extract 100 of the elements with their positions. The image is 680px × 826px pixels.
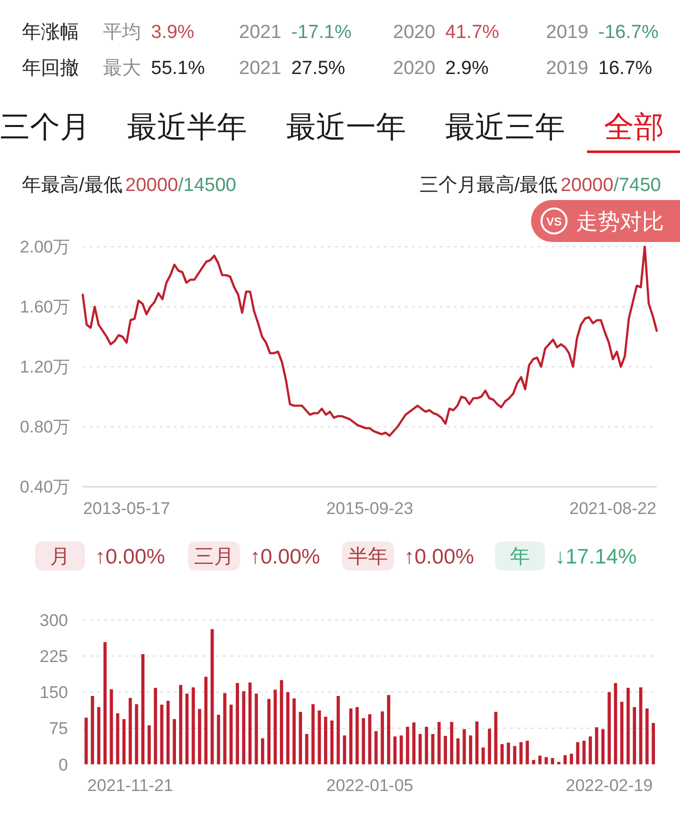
bar (103, 642, 107, 764)
data-label: 16.7% (598, 58, 652, 79)
category-label: 最近三年 (445, 111, 565, 144)
text: 年最高/最低 (22, 174, 122, 196)
bar (204, 676, 208, 764)
bar (482, 747, 485, 764)
bar (595, 727, 598, 764)
bar (488, 728, 492, 764)
x-tick-label: 2021-11-21 (87, 776, 174, 795)
y-tick-label: 75 (49, 719, 68, 738)
text: 年回撤 (22, 58, 79, 79)
bar (652, 722, 655, 764)
bar (500, 744, 504, 764)
bar (550, 758, 554, 764)
bar (84, 718, 88, 764)
bar (160, 704, 164, 764)
bar (166, 700, 170, 764)
bar (614, 683, 618, 764)
bar (645, 708, 649, 764)
y-tick-label: 0.40万 (20, 478, 70, 497)
bar (254, 694, 258, 764)
button-trend-compare: VS 走势对比 (531, 200, 680, 242)
bar (506, 742, 510, 764)
bar (400, 735, 403, 764)
icon-vs: VS (540, 208, 568, 234)
bar (330, 720, 334, 764)
bar (462, 729, 466, 764)
bar (141, 654, 144, 764)
data-label: 55.1% (151, 58, 205, 79)
bar (154, 688, 158, 764)
bar (292, 698, 296, 764)
data-label: 27.5% (291, 58, 346, 79)
bar (148, 725, 151, 764)
bar (620, 702, 624, 764)
category-label: 最大 (103, 58, 141, 79)
category-label: 年 (510, 546, 530, 568)
category-label: 半年 (348, 546, 388, 568)
bar (280, 680, 284, 764)
bar (336, 696, 340, 764)
bar (437, 722, 441, 764)
category-label: 最近半年 (127, 111, 247, 144)
bar (248, 682, 252, 764)
bar (538, 756, 542, 764)
bar (526, 740, 529, 764)
bar (349, 708, 352, 764)
x-tick-label: 2021-08-22 (569, 499, 656, 518)
category-label: 三个月 (0, 111, 90, 144)
bar (90, 696, 94, 764)
bar (368, 714, 372, 764)
bar (356, 707, 359, 764)
y-tick-label: 0 (58, 755, 68, 774)
bar (274, 690, 277, 764)
data-label: 20000 (125, 175, 178, 196)
bar (475, 721, 478, 764)
bar (406, 726, 410, 764)
y-tick-label: 1.60万 (20, 298, 70, 317)
bar (431, 734, 434, 764)
bar (362, 718, 366, 764)
bar (236, 683, 240, 764)
bar (172, 719, 176, 764)
x-tick-label: 2013-05-17 (83, 499, 170, 518)
bar (242, 691, 246, 764)
bar (639, 687, 642, 764)
data-label: ↑0.00% (250, 546, 320, 568)
bar (311, 704, 315, 764)
bar (210, 629, 214, 764)
category-label: 全部 (604, 111, 664, 144)
data-label: /14500 (178, 175, 236, 196)
y-tick-label: 300 (40, 611, 68, 630)
bar (513, 746, 516, 764)
bar (601, 729, 605, 764)
bar (318, 710, 321, 764)
bar (342, 735, 346, 764)
data-label: ↑0.00% (95, 546, 166, 568)
bar (223, 693, 226, 764)
x-tick-label: 2022-02-19 (566, 776, 653, 795)
category-label: 2020 (393, 58, 436, 79)
bar (456, 738, 460, 764)
bar (544, 757, 548, 764)
bar (608, 692, 611, 764)
line-series (82, 246, 658, 437)
x-tick-label: 2022-01-05 (326, 776, 414, 795)
category-label: 2019 (546, 58, 588, 79)
bar (444, 736, 447, 764)
data-label: ↓17.14% (555, 546, 637, 568)
category-label: 三月 (194, 546, 234, 568)
bar (519, 742, 523, 764)
bar (230, 704, 233, 764)
y-tick-label: 1.20万 (20, 358, 70, 377)
bar (134, 704, 138, 764)
bar (97, 707, 100, 764)
bar (387, 695, 390, 764)
bar (393, 736, 397, 764)
bar (128, 698, 132, 764)
bar (424, 726, 428, 764)
bar (588, 736, 592, 764)
bar (116, 713, 120, 764)
bar (286, 692, 290, 764)
bar (570, 754, 574, 764)
bar (374, 731, 378, 764)
